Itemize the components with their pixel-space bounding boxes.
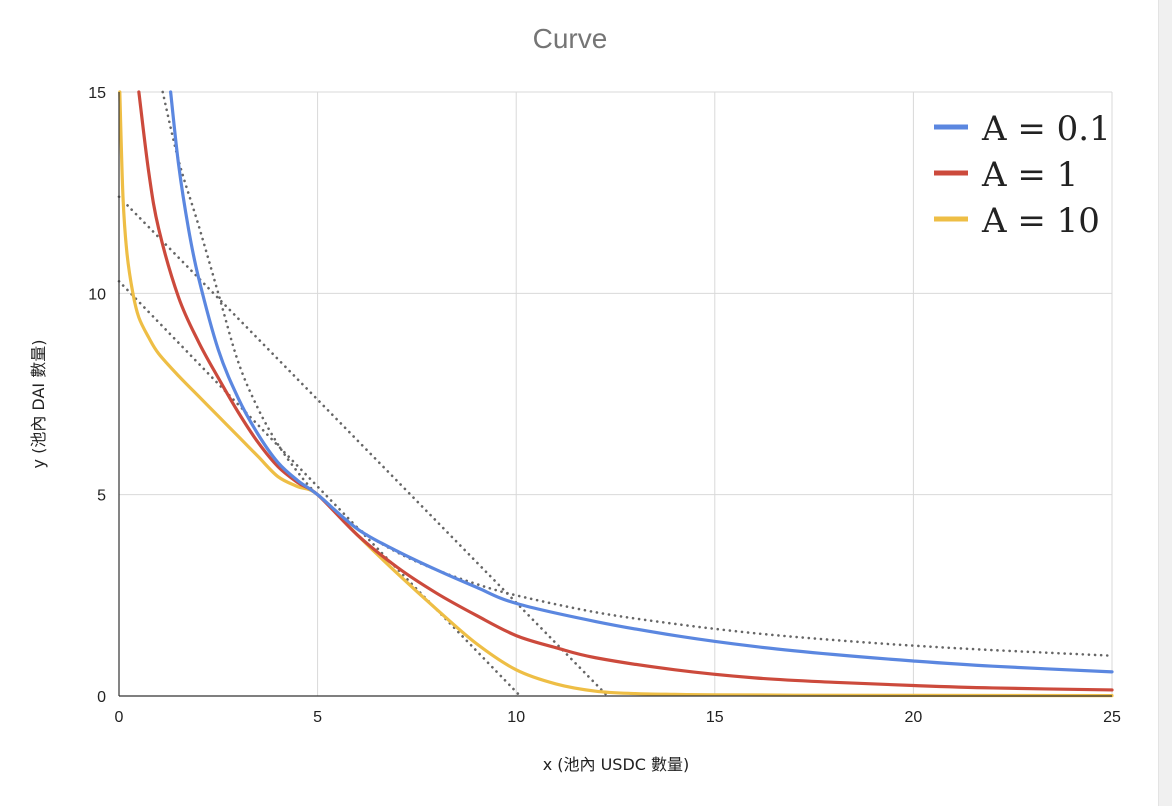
legend: A = 0.1 A = 1 A = 10 bbox=[934, 109, 1111, 241]
x-tick-label: 15 bbox=[706, 709, 724, 726]
x-tick-label: 0 bbox=[115, 709, 124, 726]
y-tick-label: 15 bbox=[88, 85, 106, 102]
legend-label: A = 1 bbox=[981, 155, 1078, 195]
x-axis-label: x (池內 USDC 數量) bbox=[543, 755, 690, 774]
gridlines bbox=[119, 91, 1113, 696]
reference-line-4 bbox=[117, 195, 609, 698]
x-tick-label: 5 bbox=[313, 709, 322, 726]
x-tick-label: 10 bbox=[507, 709, 525, 726]
series-line-2 bbox=[118, 90, 1114, 698]
legend-label: A = 10 bbox=[981, 201, 1100, 241]
plot-area bbox=[117, 90, 1114, 698]
x-tick-labels: 0 5 10 15 20 25 bbox=[115, 709, 1121, 726]
y-tick-labels: 0 5 10 15 bbox=[88, 85, 106, 706]
series-line-1 bbox=[137, 90, 1114, 692]
y-tick-label: 5 bbox=[97, 488, 106, 505]
series-line-0 bbox=[169, 90, 1114, 674]
legend-label: A = 0.1 bbox=[981, 109, 1111, 149]
x-tick-label: 25 bbox=[1103, 709, 1121, 726]
chart-title: Curve bbox=[533, 23, 608, 54]
y-tick-label: 10 bbox=[88, 286, 106, 303]
y-tick-label: 0 bbox=[97, 689, 106, 706]
y-axis-label: y (池內 DAI 數量) bbox=[29, 340, 48, 469]
reference-line-5 bbox=[117, 279, 522, 698]
scrollbar[interactable] bbox=[1158, 0, 1172, 806]
axes bbox=[118, 92, 1112, 697]
x-tick-label: 20 bbox=[905, 709, 923, 726]
reference-line-3 bbox=[161, 90, 1114, 658]
